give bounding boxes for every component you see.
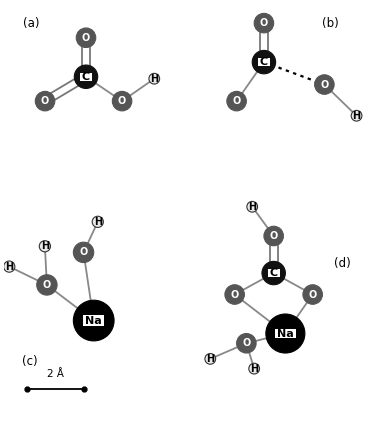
Text: 2 Å: 2 Å: [47, 368, 64, 379]
FancyBboxPatch shape: [118, 98, 126, 104]
FancyBboxPatch shape: [231, 292, 239, 298]
Text: O: O: [82, 33, 90, 43]
Text: O: O: [41, 96, 49, 106]
FancyBboxPatch shape: [275, 329, 296, 338]
Circle shape: [303, 285, 322, 304]
Circle shape: [262, 261, 285, 285]
Circle shape: [237, 334, 256, 353]
Circle shape: [37, 275, 57, 295]
Circle shape: [227, 92, 246, 111]
Text: Na: Na: [85, 315, 102, 326]
Circle shape: [254, 13, 274, 33]
FancyBboxPatch shape: [260, 20, 268, 26]
Circle shape: [92, 216, 103, 227]
Text: O: O: [118, 96, 126, 106]
FancyBboxPatch shape: [309, 292, 317, 298]
Text: (d): (d): [334, 257, 351, 270]
Circle shape: [76, 28, 96, 47]
Text: O: O: [231, 290, 239, 299]
FancyBboxPatch shape: [321, 81, 328, 87]
Text: H: H: [250, 364, 258, 374]
Text: (b): (b): [322, 17, 339, 30]
Text: O: O: [242, 338, 250, 348]
Text: H: H: [352, 111, 361, 121]
Circle shape: [39, 241, 51, 252]
FancyBboxPatch shape: [258, 59, 270, 66]
Text: H: H: [248, 202, 256, 212]
Text: H: H: [206, 354, 214, 364]
Text: C: C: [82, 72, 90, 82]
Circle shape: [264, 226, 283, 246]
Text: Na: Na: [277, 329, 294, 338]
Text: C: C: [270, 268, 278, 278]
Circle shape: [314, 75, 334, 94]
FancyBboxPatch shape: [267, 269, 280, 277]
FancyBboxPatch shape: [233, 98, 241, 104]
Text: O: O: [320, 80, 329, 89]
Circle shape: [112, 92, 132, 111]
Circle shape: [74, 242, 94, 262]
FancyBboxPatch shape: [242, 340, 250, 346]
Circle shape: [252, 50, 276, 74]
Circle shape: [249, 363, 260, 374]
FancyBboxPatch shape: [82, 35, 90, 41]
FancyBboxPatch shape: [83, 315, 105, 326]
Circle shape: [149, 73, 160, 84]
Circle shape: [225, 285, 244, 304]
Text: O: O: [232, 96, 241, 106]
FancyBboxPatch shape: [80, 73, 92, 81]
Circle shape: [74, 300, 114, 341]
Text: C: C: [260, 57, 268, 67]
Text: O: O: [309, 290, 317, 299]
Text: H: H: [41, 241, 49, 251]
Circle shape: [351, 110, 362, 121]
Circle shape: [35, 92, 55, 111]
Circle shape: [247, 201, 258, 212]
Text: H: H: [5, 262, 13, 272]
Text: O: O: [270, 231, 278, 241]
Text: (a): (a): [23, 17, 39, 30]
FancyBboxPatch shape: [43, 282, 51, 288]
Text: O: O: [260, 18, 268, 28]
Circle shape: [74, 65, 98, 89]
Text: H: H: [94, 217, 102, 227]
FancyBboxPatch shape: [79, 249, 88, 255]
FancyBboxPatch shape: [270, 233, 278, 239]
Circle shape: [266, 314, 305, 353]
Circle shape: [205, 354, 216, 364]
Circle shape: [4, 261, 15, 272]
Text: O: O: [43, 280, 51, 290]
Text: (c): (c): [23, 355, 38, 368]
Text: O: O: [79, 247, 88, 257]
FancyBboxPatch shape: [41, 98, 49, 104]
Text: H: H: [150, 74, 158, 84]
